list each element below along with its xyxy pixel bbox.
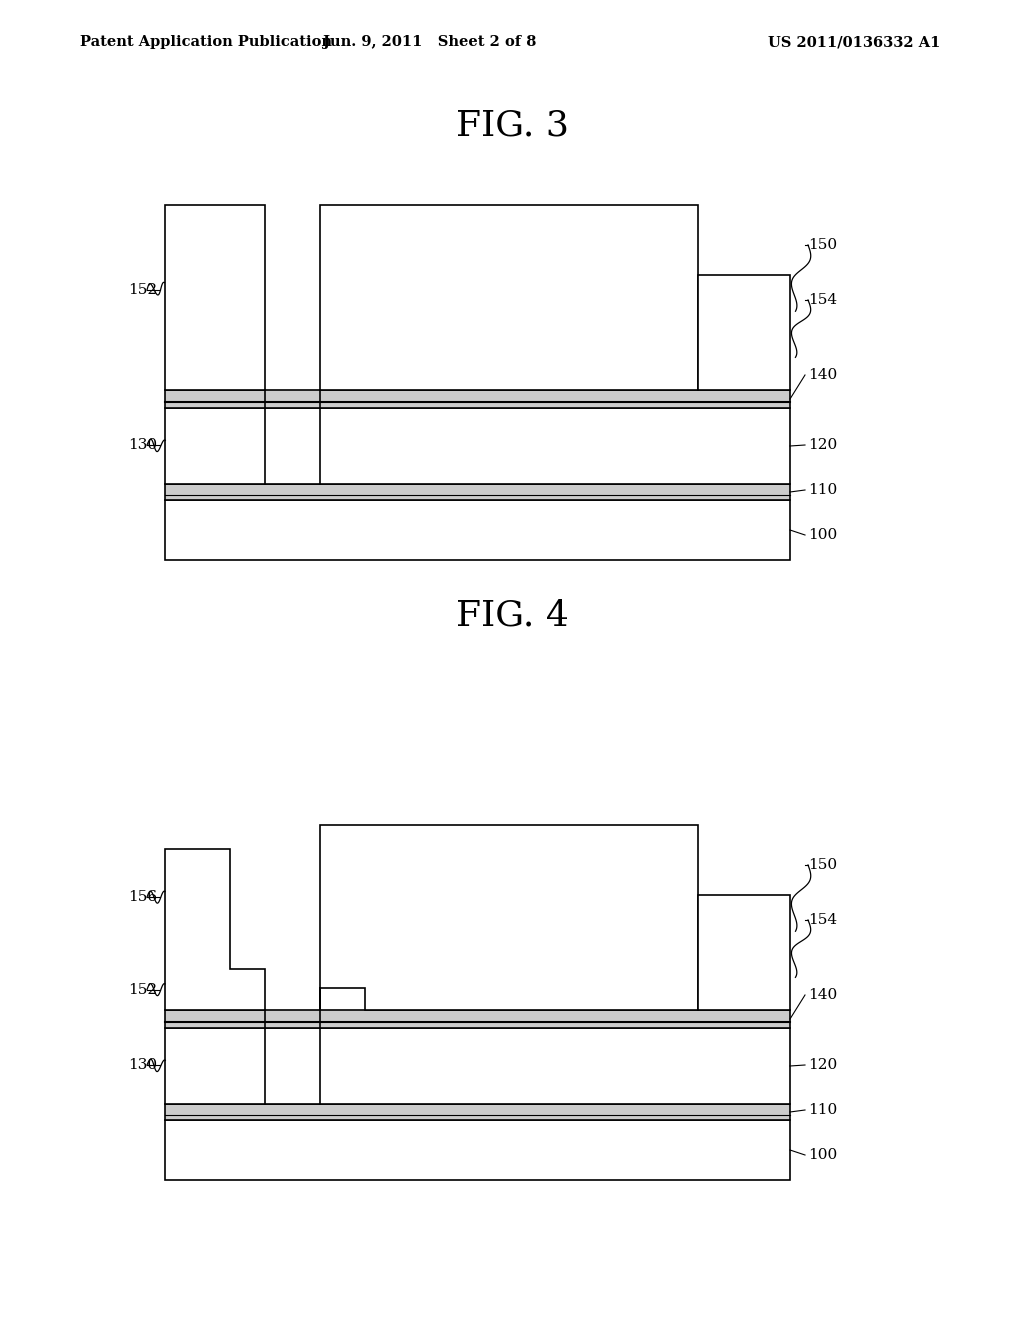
Text: 150: 150: [808, 858, 838, 873]
Bar: [165, 1028, 790, 1104]
Text: 130: 130: [128, 1059, 157, 1072]
Polygon shape: [165, 849, 265, 1010]
Text: 110: 110: [808, 483, 838, 498]
Text: 140: 140: [808, 987, 838, 1002]
Text: 100: 100: [808, 1148, 838, 1162]
Text: 120: 120: [808, 438, 838, 451]
Text: 120: 120: [808, 1059, 838, 1072]
Text: 150: 150: [808, 238, 838, 252]
Text: 152: 152: [128, 282, 157, 297]
Text: 110: 110: [808, 1104, 838, 1117]
Text: 140: 140: [808, 368, 838, 381]
Text: Jun. 9, 2011   Sheet 2 of 8: Jun. 9, 2011 Sheet 2 of 8: [324, 36, 537, 49]
Bar: [165, 1104, 790, 1119]
Bar: [319, 205, 698, 389]
Bar: [165, 500, 790, 560]
Bar: [698, 895, 790, 1010]
Bar: [165, 1010, 790, 1028]
Bar: [165, 1119, 790, 1180]
Text: FIG. 3: FIG. 3: [456, 108, 568, 143]
Text: 154: 154: [808, 913, 838, 927]
Bar: [165, 205, 265, 389]
Polygon shape: [319, 825, 698, 1010]
Text: FIG. 4: FIG. 4: [456, 598, 568, 632]
Bar: [165, 389, 790, 408]
Text: 130: 130: [128, 438, 157, 451]
Text: 152: 152: [128, 982, 157, 997]
Text: US 2011/0136332 A1: US 2011/0136332 A1: [768, 36, 940, 49]
Text: Patent Application Publication: Patent Application Publication: [80, 36, 332, 49]
Text: 156: 156: [128, 890, 157, 904]
Text: 100: 100: [808, 528, 838, 543]
Bar: [165, 484, 790, 500]
Text: 154: 154: [808, 293, 838, 308]
Bar: [698, 276, 790, 389]
Bar: [165, 408, 790, 484]
